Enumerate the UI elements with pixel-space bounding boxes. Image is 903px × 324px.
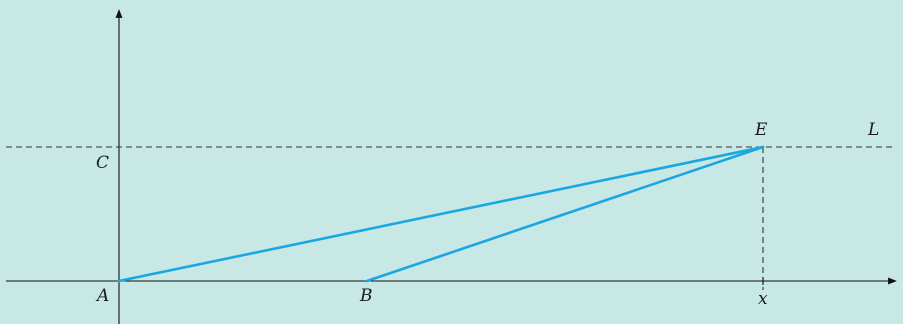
label-c: C: [96, 153, 109, 173]
segment-b-e: [365, 145, 765, 283]
label-a: A: [95, 286, 109, 306]
label-e: E: [754, 120, 768, 140]
segment-a-e: [117, 145, 765, 283]
label-b: B: [359, 286, 373, 306]
label-l: L: [867, 120, 879, 140]
label-x: x: [758, 289, 768, 309]
